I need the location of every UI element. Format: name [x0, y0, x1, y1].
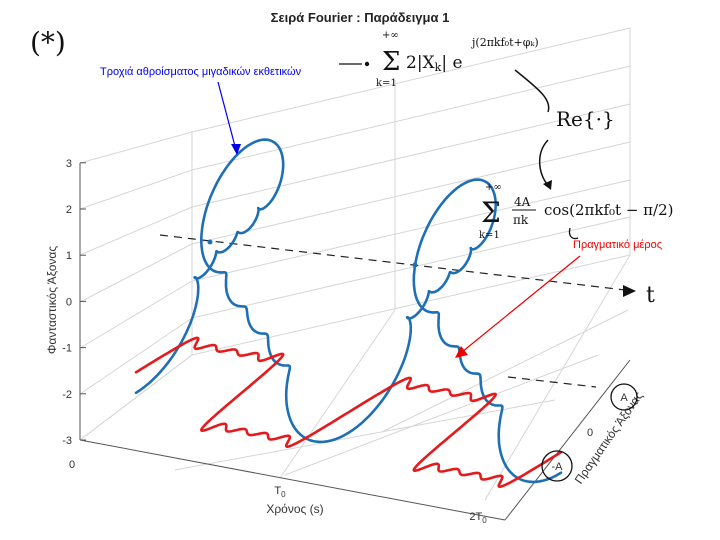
blue-label-arrowhead: [231, 144, 241, 155]
complex-sum-exponent: j(2πkf₀t+φₖ): [470, 36, 539, 49]
y-tick-label: -2: [62, 389, 72, 401]
complex-sum-formula: Σ +∞ k=1 2|Xk| e j(2πkf₀t+φₖ): [339, 30, 539, 89]
real-part-curve: [134, 336, 563, 488]
red-curve-label: Πραγματικό μέρος: [573, 239, 662, 251]
grid-lines: [79, 27, 631, 501]
trajectory-marker-1: [207, 239, 213, 245]
y-tick-label: 0: [66, 296, 72, 308]
real-sum-sigma: Σ: [481, 196, 501, 229]
complex-trajectory-curve: [134, 138, 563, 484]
blue-label-arrow: [217, 81, 237, 151]
re-operator: Re{·}: [556, 107, 615, 131]
red-label-arrowhead: [455, 346, 468, 358]
time-axis-dashed: [159, 234, 626, 291]
re-to-sum-arrowhead: [543, 180, 552, 190]
z-tick-label: 0: [587, 427, 593, 439]
chart-title: Σειρά Fourier : Παράδειγμα 1: [271, 10, 450, 25]
real-sum-formula: Σ +∞ k=1 4A πk cos(2πkf₀t − π/2): [479, 182, 673, 241]
zero-line-dashed: [507, 376, 597, 388]
x-axis-label: Χρόνος (s): [266, 502, 323, 516]
z-tick-label: -A: [552, 461, 564, 473]
y-tick-label: -3: [62, 435, 72, 447]
z-tick-A-circle: [610, 383, 638, 411]
blue-curve-label: Τροχιά αθροίσματος μιγαδικών εκθετικών: [100, 66, 302, 78]
real-sum-upper: +∞: [485, 182, 502, 193]
sum-to-red-arrow: [568, 227, 579, 240]
y-tick-label: 1: [66, 250, 72, 262]
y-tick-label: 2: [66, 204, 72, 216]
z-tick-negA-circle: [541, 450, 573, 482]
red-label-arrow: [461, 255, 581, 353]
z-tick-label: A: [620, 392, 628, 404]
real-sum-lower: k=1: [479, 230, 500, 241]
real-sum-numerator: 4A: [514, 195, 531, 209]
y-axis-ticks: -3 -2 -1 0 1 2 3: [62, 158, 86, 447]
x-tick-label: 2T0: [469, 511, 487, 525]
complex-sum-sigma: Σ: [382, 47, 400, 77]
complex-sum-term: 2|Xk| e: [406, 53, 463, 74]
x-tick-label: T0: [274, 485, 286, 499]
z-axis-ticks: -A 0 A: [552, 392, 629, 473]
star-mark: (*): [30, 26, 66, 59]
trajectory-marker-2: [412, 262, 418, 268]
complex-sum-lower: k=1: [376, 78, 397, 89]
x-tick-label: 0: [69, 459, 75, 471]
real-sum-denominator: πk: [513, 213, 529, 227]
t-axis-label: t: [646, 283, 655, 308]
real-sum-cos: cos(2πkf₀t − π/2): [544, 201, 673, 219]
y-tick-label: -1: [62, 343, 72, 355]
y-tick-label: 3: [66, 158, 72, 170]
complex-sum-upper: +∞: [382, 30, 399, 41]
time-axis-arrowhead: [623, 285, 636, 297]
y-axis-label: Φανταστικός Άξονας: [45, 246, 59, 354]
formula-to-re-arrow: [514, 69, 550, 113]
